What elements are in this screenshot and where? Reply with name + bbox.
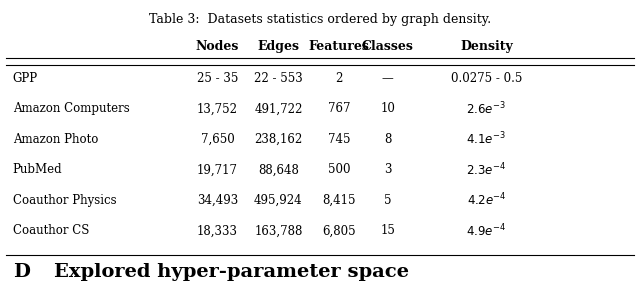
Text: 25 - 35: 25 - 35: [197, 72, 238, 85]
Text: 0.0275 - 0.5: 0.0275 - 0.5: [451, 72, 522, 85]
Text: 88,648: 88,648: [258, 163, 299, 177]
Text: 767: 767: [328, 102, 351, 115]
Text: 8,415: 8,415: [323, 194, 356, 207]
Text: 238,162: 238,162: [254, 133, 303, 146]
Text: D: D: [13, 263, 30, 281]
Text: Coauthor CS: Coauthor CS: [13, 224, 89, 238]
Text: 6,805: 6,805: [323, 224, 356, 238]
Text: Amazon Computers: Amazon Computers: [13, 102, 129, 115]
Text: $4.1e^{-3}$: $4.1e^{-3}$: [467, 131, 506, 148]
Text: Coauthor Physics: Coauthor Physics: [13, 194, 116, 207]
Text: 491,722: 491,722: [254, 102, 303, 115]
Text: 18,333: 18,333: [197, 224, 238, 238]
Text: 15: 15: [380, 224, 396, 238]
Text: $2.3e^{-4}$: $2.3e^{-4}$: [467, 162, 506, 178]
Text: Density: Density: [460, 39, 513, 53]
Text: 10: 10: [380, 102, 396, 115]
Text: 500: 500: [328, 163, 351, 177]
Text: 163,788: 163,788: [254, 224, 303, 238]
Text: 2: 2: [335, 72, 343, 85]
Text: 7,650: 7,650: [201, 133, 234, 146]
Text: Amazon Photo: Amazon Photo: [13, 133, 98, 146]
Text: Explored hyper-parameter space: Explored hyper-parameter space: [54, 263, 410, 281]
Text: $4.9e^{-4}$: $4.9e^{-4}$: [467, 223, 506, 239]
Text: Table 3:  Datasets statistics ordered by graph density.: Table 3: Datasets statistics ordered by …: [149, 13, 491, 26]
Text: Classes: Classes: [362, 39, 414, 53]
Text: 13,752: 13,752: [197, 102, 238, 115]
Text: 745: 745: [328, 133, 351, 146]
Text: GPP: GPP: [13, 72, 38, 85]
Text: 495,924: 495,924: [254, 194, 303, 207]
Text: $4.2e^{-4}$: $4.2e^{-4}$: [467, 192, 506, 209]
Text: 34,493: 34,493: [197, 194, 238, 207]
Text: 5: 5: [384, 194, 392, 207]
Text: 8: 8: [384, 133, 392, 146]
Text: 19,717: 19,717: [197, 163, 238, 177]
Text: Edges: Edges: [257, 39, 300, 53]
Text: —: —: [382, 72, 394, 85]
Text: PubMed: PubMed: [13, 163, 63, 177]
Text: Nodes: Nodes: [196, 39, 239, 53]
Text: 22 - 553: 22 - 553: [254, 72, 303, 85]
Text: $2.6e^{-3}$: $2.6e^{-3}$: [467, 101, 506, 117]
Text: Features: Features: [308, 39, 370, 53]
Text: 3: 3: [384, 163, 392, 177]
